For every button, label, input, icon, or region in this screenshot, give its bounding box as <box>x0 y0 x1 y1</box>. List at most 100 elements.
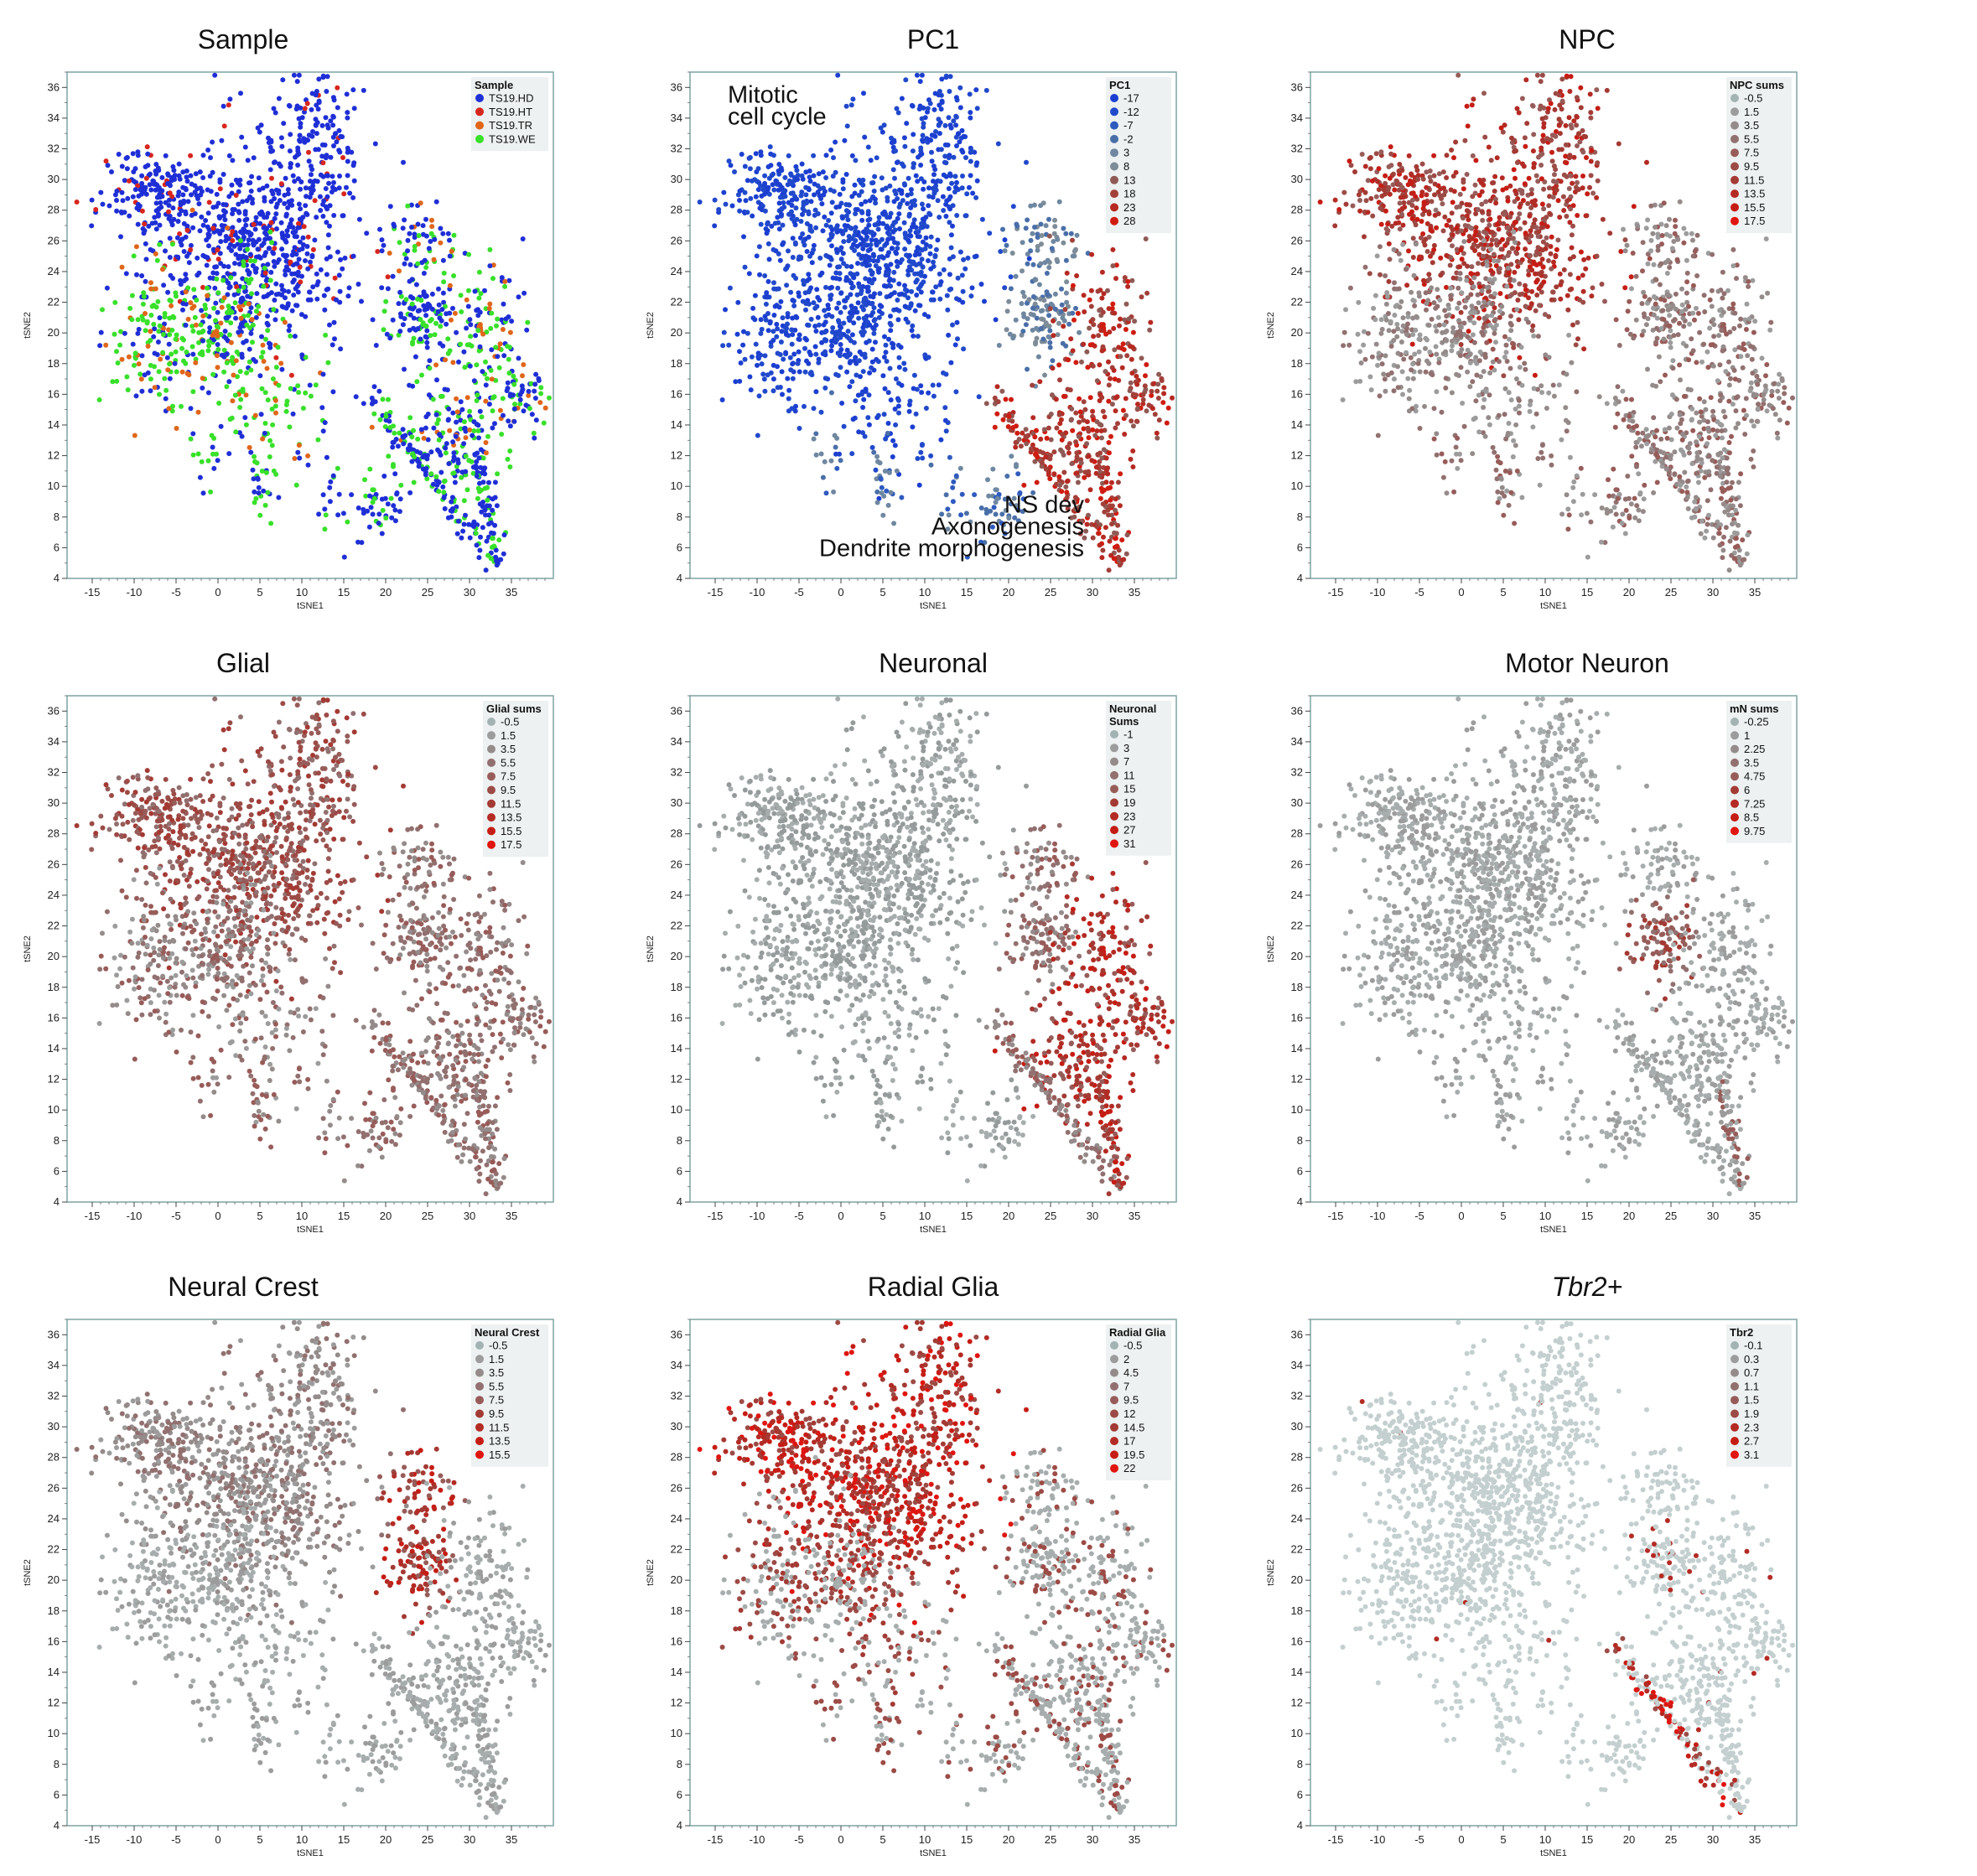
data-point <box>314 215 319 220</box>
data-point <box>1048 437 1054 443</box>
data-point <box>493 547 499 553</box>
data-point <box>147 182 153 188</box>
data-point <box>236 201 241 207</box>
data-point <box>237 405 243 410</box>
data-point <box>896 205 902 210</box>
data-point <box>794 168 800 174</box>
data-point <box>489 310 495 316</box>
data-point <box>1109 503 1115 509</box>
data-point <box>1097 392 1103 398</box>
data-point <box>252 359 258 365</box>
data-point <box>259 334 264 339</box>
data-point <box>309 91 315 96</box>
data-point <box>822 349 828 355</box>
data-point <box>817 298 822 303</box>
data-point <box>1054 257 1060 262</box>
data-point <box>367 466 373 472</box>
data-point <box>420 223 426 229</box>
data-point <box>412 247 418 253</box>
data-point <box>267 246 272 251</box>
data-point <box>780 323 786 329</box>
data-point <box>1143 236 1149 241</box>
data-point <box>848 264 854 270</box>
legend-swatch <box>475 107 484 117</box>
data-point <box>1051 333 1056 339</box>
data-point <box>400 322 406 328</box>
data-point <box>474 459 480 464</box>
data-point <box>537 400 543 406</box>
data-point <box>283 295 288 301</box>
data-point <box>973 253 979 259</box>
data-point <box>788 367 794 373</box>
data-point <box>402 300 407 306</box>
legend-swatch <box>1110 189 1118 199</box>
data-point <box>242 415 248 421</box>
data-point <box>153 226 159 232</box>
data-point <box>180 184 186 190</box>
data-point <box>428 471 434 477</box>
data-point <box>171 216 177 222</box>
data-point <box>119 163 125 169</box>
data-point <box>117 342 123 348</box>
data-point <box>1061 324 1066 329</box>
data-point <box>428 239 433 244</box>
data-point <box>228 241 233 247</box>
data-point <box>345 173 350 179</box>
data-point <box>490 496 496 502</box>
data-point <box>516 355 521 361</box>
data-point <box>759 193 765 199</box>
data-point <box>811 406 817 412</box>
data-point <box>402 251 407 257</box>
data-point <box>776 162 782 167</box>
data-point <box>325 245 331 251</box>
data-point <box>145 344 151 349</box>
data-point <box>501 353 507 359</box>
data-point <box>1518 226 1523 231</box>
data-point <box>525 319 531 325</box>
data-point <box>803 192 809 198</box>
data-point <box>1557 271 1563 277</box>
data-point <box>916 482 922 488</box>
data-point <box>762 353 768 359</box>
data-point <box>468 334 474 339</box>
data-point <box>269 443 275 448</box>
data-point <box>170 314 176 319</box>
data-point <box>897 226 902 231</box>
data-point <box>806 323 812 328</box>
data-point <box>742 356 748 362</box>
data-point <box>1037 379 1043 385</box>
data-point <box>1002 237 1008 243</box>
data-point <box>1024 434 1030 440</box>
y-tick-label: 26 <box>48 234 60 246</box>
data-point <box>499 432 505 437</box>
data-point <box>228 275 234 281</box>
data-point <box>1106 440 1112 445</box>
data-point <box>480 331 486 337</box>
data-point <box>270 148 276 153</box>
data-point <box>915 334 921 339</box>
legend-label: 28 <box>1123 215 1135 227</box>
data-point <box>1049 246 1055 251</box>
data-point <box>1008 286 1014 292</box>
data-point <box>391 464 396 469</box>
data-point <box>937 271 942 277</box>
data-point <box>916 106 922 111</box>
data-point <box>1010 204 1016 210</box>
data-point <box>502 278 508 284</box>
data-point <box>985 477 990 483</box>
data-point <box>899 382 905 388</box>
data-point <box>823 284 828 290</box>
data-point <box>839 401 845 406</box>
data-point <box>441 270 447 276</box>
data-point <box>836 300 842 306</box>
data-point <box>875 459 880 464</box>
data-point <box>215 257 221 262</box>
data-point <box>474 308 480 314</box>
data-point <box>140 301 146 307</box>
data-point <box>930 382 936 388</box>
data-point <box>789 341 795 347</box>
data-point <box>747 374 753 380</box>
data-point <box>1128 456 1134 462</box>
data-point <box>792 241 798 247</box>
